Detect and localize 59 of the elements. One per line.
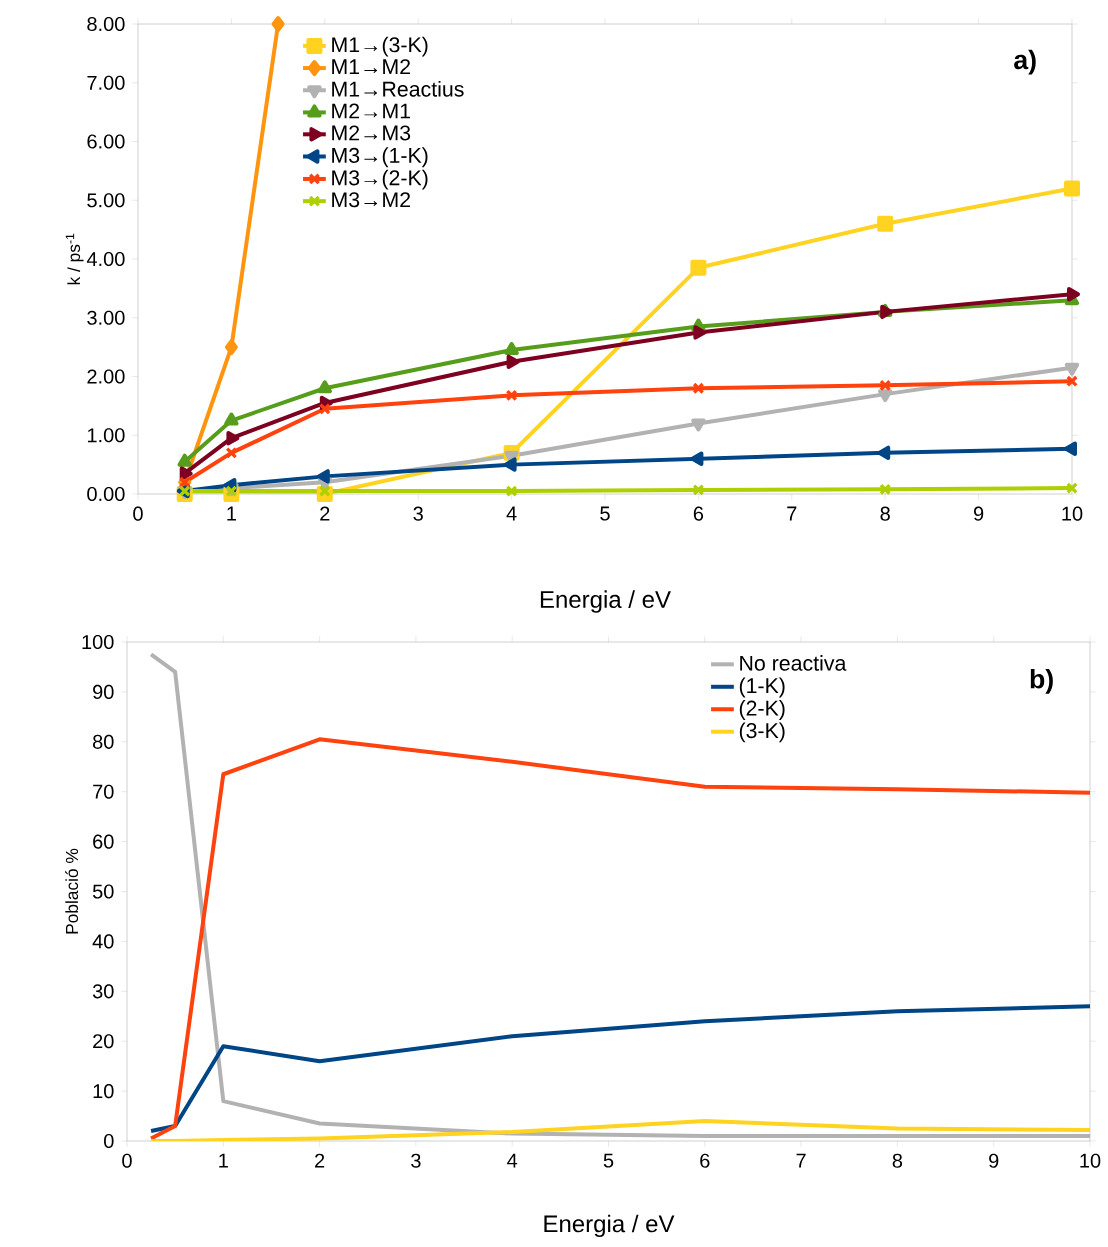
annotation: b): [1030, 668, 1053, 694]
legend-label: M1→Reactius: [332, 81, 464, 97]
y-tick-label: 90: [93, 684, 114, 699]
x-tick-label: 5: [600, 506, 610, 521]
x-tick-label: 1: [219, 1153, 228, 1168]
legend-label: M3→(2-K): [332, 169, 428, 190]
legend-label: No reactiva: [740, 655, 847, 671]
x-tick-label: 8: [892, 1153, 903, 1168]
y-tick-label: 80: [93, 734, 114, 749]
y-tick-label: 2.00: [87, 369, 125, 384]
x-tick-label: 9: [974, 506, 984, 521]
y-tick-label: 30: [92, 984, 114, 999]
x-tick-label: 8: [880, 506, 890, 521]
x-tick-label: 2: [315, 1153, 325, 1168]
y-tick-label: 7.00: [87, 75, 125, 90]
y-axis-title: k / ps$^{-1}$: [65, 233, 84, 285]
y-tick-label: 100: [82, 634, 114, 650]
y-axis-title: Població %: [65, 848, 79, 934]
x-tick-label: 10: [1080, 1153, 1101, 1168]
legend-label: M3→(1-K): [332, 147, 428, 168]
legend-label: M2→M3: [332, 125, 411, 141]
x-tick-label: 4: [507, 1153, 518, 1168]
legend-label: M1→(3-K): [332, 36, 428, 57]
y-tick-label: 5.00: [87, 193, 125, 208]
y-tick-label: 4.00: [87, 251, 125, 267]
annotation: a): [1014, 49, 1036, 75]
y-tick-label: 1.00: [88, 428, 125, 443]
x-tick-label: 9: [989, 1153, 999, 1168]
x-tick-label: 6: [700, 1153, 710, 1168]
y-tick-label: 0.00: [87, 486, 125, 502]
x-axis-title: Energia / eV: [544, 1214, 675, 1238]
x-tick-label: 2: [320, 506, 330, 521]
y-tick-label: 6.00: [87, 134, 125, 149]
legend-label: M3→M2: [332, 192, 411, 208]
x-tick-label: 10: [1062, 506, 1083, 521]
x-tick-label: 3: [411, 1153, 421, 1168]
x-tick-label: 4: [506, 506, 517, 521]
y-tick-label: 70: [93, 784, 114, 799]
x-tick-label: 3: [413, 506, 423, 521]
y-tick-label: 0: [104, 1133, 114, 1149]
x-tick-label: 7: [787, 506, 797, 521]
legend-label: (3-K): [739, 722, 785, 743]
y-tick-label: 10: [93, 1084, 114, 1099]
x-tick-label: 6: [693, 506, 704, 521]
y-tick-label: 3.00: [87, 310, 125, 325]
x-tick-label: 1: [227, 506, 237, 521]
y-tick-label: 40: [92, 934, 114, 949]
legend-label: M2→M1: [332, 103, 411, 119]
y-tick-label: 50: [93, 884, 114, 899]
legend-label: (1-K): [739, 677, 785, 698]
y-tick-label: 60: [93, 834, 114, 849]
x-tick-label: 5: [603, 1153, 614, 1168]
x-axis-title: Energia / eV: [541, 590, 672, 613]
x-tick-label: 0: [133, 506, 143, 521]
y-tick-label: 20: [93, 1034, 114, 1049]
y-tick-label: 8.00: [87, 16, 125, 32]
legend-label: M1→M2: [332, 59, 411, 75]
legend-label: (2-K): [739, 700, 785, 720]
x-tick-label: 7: [796, 1153, 806, 1168]
